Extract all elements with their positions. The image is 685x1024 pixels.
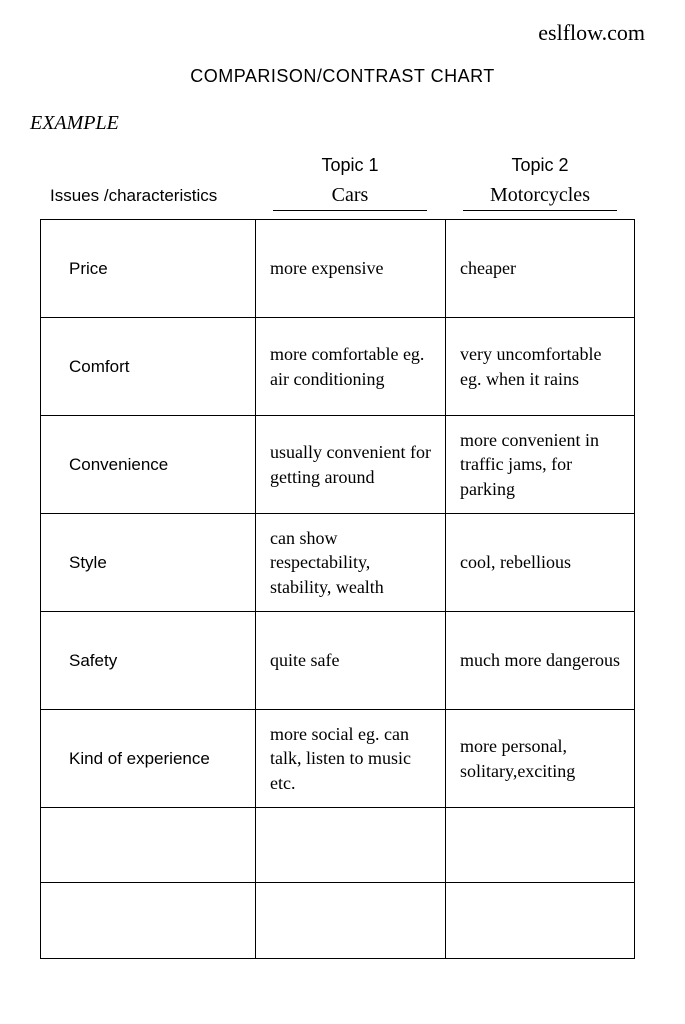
chart-title: COMPARISON/CONTRAST CHART (30, 66, 655, 87)
topic2-value: Motorcycles (463, 184, 617, 211)
issue-cell (41, 883, 256, 958)
table-row (41, 808, 634, 883)
topic1-cell: usually convenient for getting around (256, 416, 446, 513)
example-label: EXAMPLE (30, 112, 655, 135)
issue-cell (41, 808, 256, 882)
issue-cell: Style (41, 514, 256, 611)
topic2-cell (446, 883, 636, 958)
topic2-cell: much more dangerous (446, 612, 636, 709)
comparison-table: Pricemore expensivecheaperComfortmore co… (40, 219, 635, 959)
header-row: Issues /characteristics Topic 1 Cars Top… (40, 155, 655, 211)
table-row: Stylecan show respectability, stability,… (41, 514, 634, 612)
topic1-cell: more social eg. can talk, listen to musi… (256, 710, 446, 807)
issues-header: Issues /characteristics (40, 155, 255, 211)
topic2-cell (446, 808, 636, 882)
topic2-cell: very uncomfortable eg. when it rains (446, 318, 636, 415)
table-row: Kind of experiencemore social eg. can ta… (41, 710, 634, 808)
topic2-cell: cool, rebellious (446, 514, 636, 611)
topic1-cell (256, 808, 446, 882)
site-name: eslflow.com (30, 20, 655, 46)
topic1-cell: more expensive (256, 220, 446, 317)
issue-cell: Convenience (41, 416, 256, 513)
table-row: Convenienceusually convenient for gettin… (41, 416, 634, 514)
issue-cell: Price (41, 220, 256, 317)
issue-cell: Safety (41, 612, 256, 709)
topic2-cell: cheaper (446, 220, 636, 317)
issue-cell: Kind of experience (41, 710, 256, 807)
topic2-header: Topic 2 Motorcycles (445, 155, 635, 211)
table-row: Comfortmore comfortable eg. air conditio… (41, 318, 634, 416)
table-row (41, 883, 634, 958)
topic1-cell: more comfortable eg. air conditioning (256, 318, 446, 415)
topic1-value: Cars (273, 184, 427, 211)
topic1-cell (256, 883, 446, 958)
topic1-cell: can show respectability, stability, weal… (256, 514, 446, 611)
topic1-cell: quite safe (256, 612, 446, 709)
topic2-cell: more personal, solitary,exciting (446, 710, 636, 807)
topic1-header: Topic 1 Cars (255, 155, 445, 211)
issue-cell: Comfort (41, 318, 256, 415)
topic1-label: Topic 1 (265, 155, 435, 176)
topic2-cell: more convenient in traffic jams, for par… (446, 416, 636, 513)
topic2-label: Topic 2 (455, 155, 625, 176)
table-row: Safetyquite safemuch more dangerous (41, 612, 634, 710)
table-row: Pricemore expensivecheaper (41, 220, 634, 318)
